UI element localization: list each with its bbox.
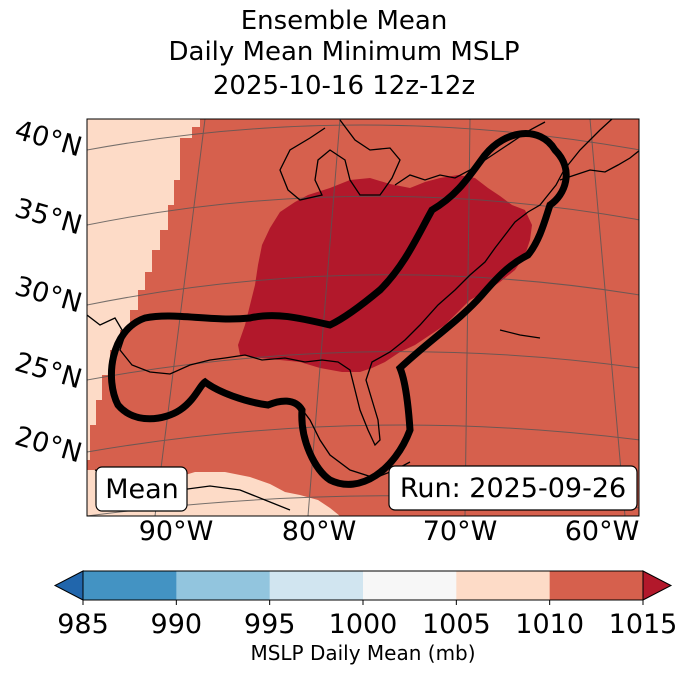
colorbar-tick-label: 990: [151, 609, 203, 640]
colorbar-over-arrow: [642, 570, 673, 601]
region-1005-1010-north: [87, 119, 200, 150]
colorbar-tick-label: 995: [244, 609, 296, 640]
lat-label: 35°N: [11, 193, 85, 242]
mean-label-box: Mean: [95, 466, 188, 512]
chart-title-line1: Ensemble Mean: [240, 6, 448, 36]
lat-label: 40°N: [11, 115, 85, 164]
colorbar-label: MSLP Daily Mean (mb): [250, 641, 475, 665]
colorbar-bin: [549, 571, 644, 600]
lon-label: 80°W: [282, 516, 357, 547]
lat-label: 30°N: [11, 271, 85, 320]
chart-title-line2: Daily Mean Minimum MSLP: [168, 37, 520, 67]
colorbar-tick-label: 1000: [329, 609, 398, 640]
colorbar-bin: [83, 571, 177, 600]
colorbar-tick-label: 1010: [515, 609, 584, 640]
map-frame: [86, 118, 640, 517]
lat-label: 20°N: [11, 421, 85, 470]
run-label: Run: 2025-09-26: [400, 473, 626, 504]
longitude-labels: 90°W 80°W 70°W 60°W: [139, 516, 640, 547]
lat-label: 25°N: [11, 347, 85, 396]
colorbar-bin: [363, 571, 457, 600]
region-1005-1010-west: [87, 119, 180, 460]
colorbar-under-arrow: [53, 570, 84, 601]
colorbar-bin: [269, 571, 364, 600]
lon-label: 70°W: [423, 516, 498, 547]
colorbar-bin: [176, 571, 271, 600]
chart-title-line3: 2025-10-16 12z-12z: [212, 71, 476, 101]
map-panel: [87, 119, 639, 516]
colorbar-tick-label: 1005: [422, 609, 491, 640]
lon-label: 90°W: [139, 516, 214, 547]
run-label-box: Run: 2025-09-26: [388, 465, 638, 511]
colorbar: 985 990 995 1000 1005 1010 1015 MSLP Daily Mean…: [53, 570, 678, 665]
lon-label: 60°W: [565, 516, 640, 547]
colorbar-tick-label: 985: [57, 609, 109, 640]
mean-label: Mean: [105, 474, 179, 505]
mslp-contour-line: [108, 130, 570, 488]
latitude-labels: 40°N 35°N 30°N 25°N 20°N: [11, 115, 85, 470]
colorbar-bin: [456, 571, 551, 600]
colorbar-tick-label: 1015: [609, 609, 678, 640]
